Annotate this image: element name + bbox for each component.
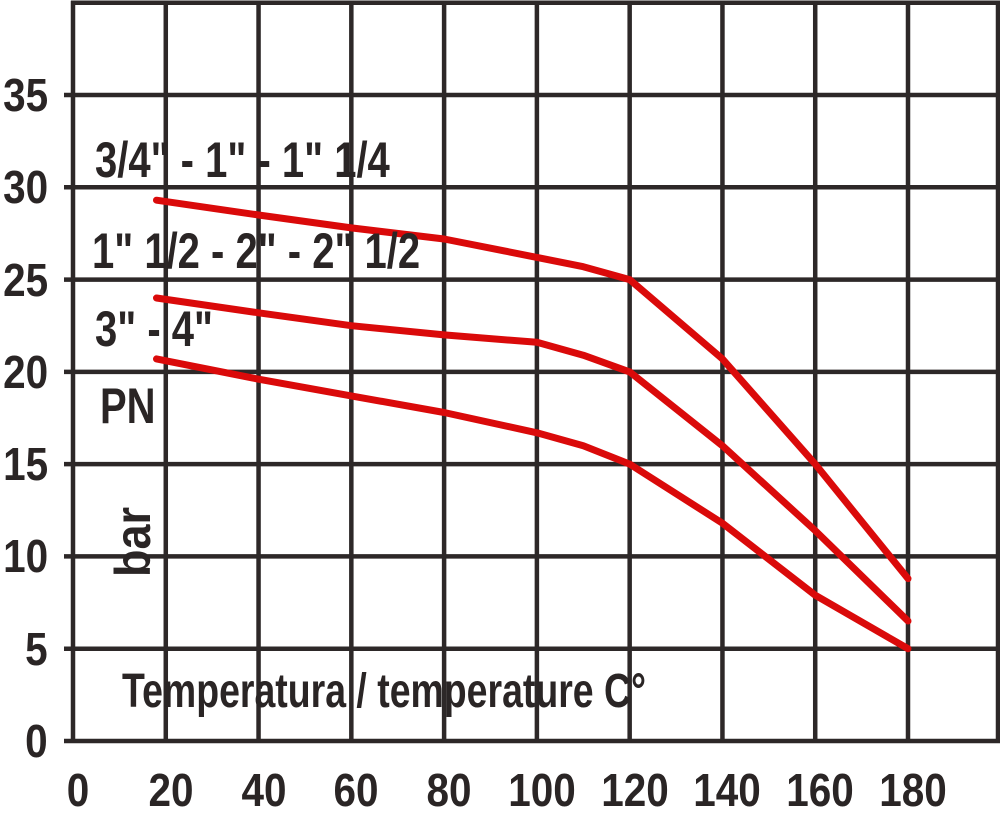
- y-tick-label: 35: [2, 69, 48, 121]
- x-axis-title: Temperatura / temperature C°: [122, 665, 647, 718]
- x-tick-label: 40: [241, 764, 287, 813]
- y-tick-label: 5: [25, 622, 48, 675]
- x-tick-label: 80: [426, 764, 472, 813]
- x-tick-label: 0: [66, 764, 90, 813]
- y-tick-label: 20: [2, 345, 48, 398]
- series-curve: [153, 196, 912, 583]
- x-tick-label: 100: [508, 764, 576, 813]
- y-axis-name-pn: PN: [100, 378, 156, 434]
- series-label-large-sizes: 3" - 4": [95, 301, 213, 357]
- y-axis-unit-bar: bar: [105, 506, 161, 578]
- x-tick-label: 180: [879, 764, 947, 813]
- y-tick-label: 30: [2, 161, 48, 214]
- y-tick-label: 0: [25, 715, 48, 767]
- y-tick-label: 10: [2, 530, 48, 583]
- x-tick-label: 120: [600, 764, 669, 813]
- series-curve: [153, 355, 912, 653]
- series-curve: [153, 294, 912, 625]
- y-tick-label: 25: [2, 253, 48, 306]
- series-label-medium-sizes: 1" 1/2 - 2" - 2" 1/2: [92, 223, 421, 279]
- series-label-small-sizes: 3/4" - 1" - 1" 1/4: [95, 132, 390, 188]
- x-tick-label: 20: [148, 764, 194, 813]
- x-tick-label: 160: [786, 764, 854, 813]
- y-tick-label: 15: [2, 438, 48, 491]
- x-tick-label: 140: [693, 764, 762, 813]
- x-tick-label: 60: [333, 764, 379, 813]
